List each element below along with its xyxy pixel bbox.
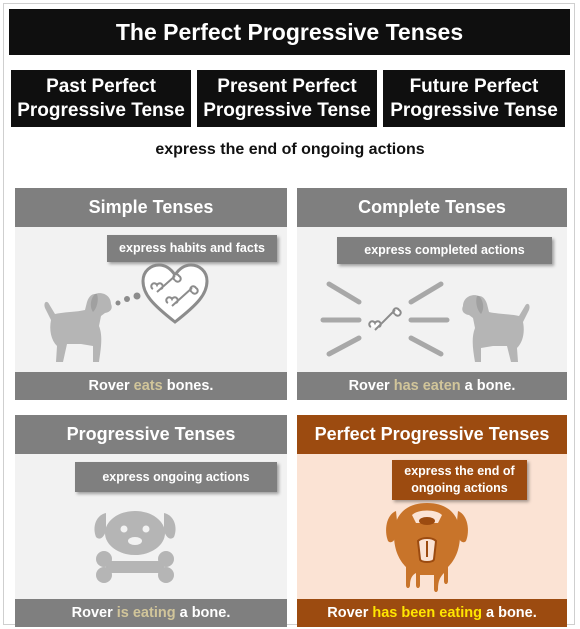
panel-perfect-progressive-tenses: Perfect Progressive Tenses express the e… (297, 415, 567, 627)
sentence-subject: Rover (71, 605, 117, 621)
note-line1: express the end of (404, 464, 515, 478)
panel-note: express the end of ongoing actions (392, 460, 527, 500)
subtitle: express the end of ongoing actions (155, 141, 425, 158)
panel-note: express habits and facts (107, 235, 277, 262)
sentence-verb: has been eating (372, 605, 482, 621)
panel-sentence: Rover eats bones. (15, 372, 287, 400)
sentence-subject: Rover (88, 378, 134, 394)
tense-line1: Present Perfect (217, 75, 357, 97)
sentence-subject: Rover (327, 605, 373, 621)
tense-box-past: Past Perfect Progressive Tense (11, 70, 191, 127)
heart-bone-icon (141, 263, 209, 324)
sentence-verb: is eating (116, 605, 176, 621)
bone-burst-icon (320, 281, 450, 357)
panel-note: express ongoing actions (75, 462, 277, 492)
drooling-dog-icon (386, 503, 468, 592)
panel-title: Simple Tenses (15, 188, 287, 227)
tense-line2: Progressive Tense (17, 99, 185, 121)
panel-title: Progressive Tenses (15, 415, 287, 454)
tense-line2: Progressive Tense (203, 99, 371, 121)
dog-face-icon (94, 511, 176, 583)
dog-icon (44, 293, 112, 362)
panel-sentence: Rover has eaten a bone. (297, 372, 567, 400)
panel-title: Complete Tenses (297, 188, 567, 227)
panel-simple-tenses: Simple Tenses express habits and facts R… (15, 188, 287, 400)
tense-line1: Past Perfect (46, 75, 156, 97)
sentence-object: a bone. (481, 605, 537, 621)
page-title: The Perfect Progressive Tenses (9, 9, 570, 55)
dog-icon (462, 295, 530, 362)
tense-line2: Progressive Tense (390, 99, 558, 121)
panel-note: express completed actions (337, 237, 552, 264)
tense-line1: Future Perfect (409, 75, 539, 97)
panel-sentence: Rover is eating a bone. (15, 599, 287, 627)
panel-sentence: Rover has been eating a bone. (297, 599, 567, 627)
panel-progressive-tenses: Progressive Tenses express ongoing actio… (15, 415, 287, 627)
thought-dots (115, 292, 141, 306)
sentence-object: bones. (162, 378, 214, 394)
panel-complete-tenses: Complete Tenses express completed action… (297, 188, 567, 400)
sentence-object: a bone. (175, 605, 231, 621)
panel-title: Perfect Progressive Tenses (297, 415, 567, 454)
sentence-subject: Rover (348, 378, 394, 394)
note-line2: ongoing actions (411, 481, 508, 495)
tense-box-future: Future Perfect Progressive Tense (383, 70, 565, 127)
sentence-object: a bone. (460, 378, 516, 394)
tense-box-present: Present Perfect Progressive Tense (197, 70, 377, 127)
sentence-verb: has eaten (393, 378, 461, 394)
sentence-verb: eats (133, 378, 163, 394)
